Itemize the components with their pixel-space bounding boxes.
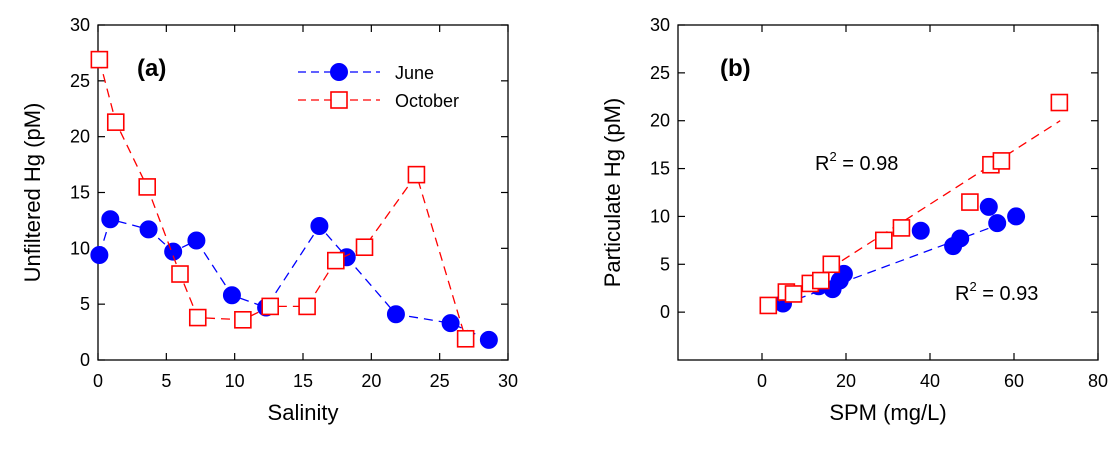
panel-a-point-october [139, 179, 155, 195]
panel-b-y-tick-label: 15 [650, 159, 670, 179]
panel-a-legend: June October [298, 63, 459, 111]
panel-a-x-tick-label: 15 [293, 371, 313, 391]
panel-a-x-tick-label: 0 [93, 371, 103, 391]
panel-a-y-tick-label: 25 [70, 71, 90, 91]
panel-b-point-june [952, 230, 969, 247]
panel-a-y-tick-label: 5 [80, 294, 90, 314]
panel-a-point-june [387, 306, 404, 323]
panel-a-y-tick-label: 30 [70, 15, 90, 35]
legend-june-label: June [395, 63, 434, 83]
panel-a-y-axis-label: Unfiltered Hg (pM) [20, 103, 45, 283]
legend-october-label: October [395, 91, 459, 111]
panel-a-point-june [188, 232, 205, 249]
panel-a-y-tick-label: 10 [70, 238, 90, 258]
panel-b-series [760, 95, 1067, 314]
panel-a-label: (a) [137, 55, 166, 82]
panel-b-x-axis-label: SPM (mg/L) [829, 400, 946, 425]
panel-a-point-october [408, 167, 424, 183]
panel-b-y-tick-label: 20 [650, 111, 670, 131]
panel-a-point-june [442, 315, 459, 332]
panel-a-point-october [108, 114, 124, 130]
panel-b-y-tick-label: 25 [650, 63, 670, 83]
panel-a-point-october [299, 298, 315, 314]
panel-a-point-june [311, 218, 328, 235]
panel-b-y-tick-label: 0 [660, 302, 670, 322]
panel-a-point-june [140, 221, 157, 238]
panel-a-point-october [172, 266, 188, 282]
panel-a-point-june [91, 247, 108, 264]
panel-a-y-tick-label: 20 [70, 127, 90, 147]
panel-b-x-tick-label: 40 [920, 371, 940, 391]
panel-a-point-june [102, 211, 119, 228]
panel-b-point-october [813, 273, 829, 289]
panel-b-point-october [760, 297, 776, 313]
panel-b-point-june [980, 198, 997, 215]
panel-a-point-october [262, 298, 278, 314]
panel-a-x-tick-label: 20 [361, 371, 381, 391]
panel-a-y-tick-label: 15 [70, 183, 90, 203]
r2-june-annotation: R2 = 0.93 [955, 279, 1038, 305]
panel-a-point-october [190, 310, 206, 326]
panel-b-x-tick-label: 20 [836, 371, 856, 391]
panel-b-y-tick-label: 30 [650, 15, 670, 35]
panel-a-point-june [480, 331, 497, 348]
panel-b-y-tick-label: 5 [660, 254, 670, 274]
panel-b-point-october [993, 153, 1009, 169]
panel-b-point-october [893, 220, 909, 236]
panel-b-x-tick-label: 80 [1088, 371, 1108, 391]
panel-a-x-tick-label: 5 [161, 371, 171, 391]
panel-b-y-tick-label: 10 [650, 206, 670, 226]
legend-october-marker [331, 92, 347, 108]
panel-b-point-october [876, 232, 892, 248]
panel-a-x-tick-label: 25 [430, 371, 450, 391]
panel-a-point-october [458, 331, 474, 347]
panel-a-unfiltered-hg-vs-salinity: 0 5 10 15 20 25 30 0 5 10 15 20 25 30 (a) Salinity Un… [20, 15, 518, 425]
panel-b-x-tick-label: 0 [757, 371, 767, 391]
panel-a-point-october [235, 312, 251, 328]
panel-b-particulate-hg-vs-spm: 0 20 40 60 80 0 5 10 15 20 25 30 (b) SPM (mg/L) Par… [600, 15, 1108, 425]
panel-a-point-june [223, 287, 240, 304]
panel-a-point-october [91, 52, 107, 68]
panel-b-point-october [786, 286, 802, 302]
panel-b-x-tick-label: 60 [1004, 371, 1024, 391]
panel-b-point-june [1008, 208, 1025, 225]
panel-a-series-line-june [99, 219, 489, 340]
legend-june-marker [331, 64, 348, 81]
panel-a-x-axis-label: Salinity [268, 400, 339, 425]
panel-b-point-october [1051, 95, 1067, 111]
panel-a-point-october [357, 239, 373, 255]
panel-b-ticks: 0 20 40 60 80 0 5 10 15 20 25 30 [650, 15, 1108, 391]
panel-a-point-october [328, 253, 344, 269]
r2-october-annotation: R2 = 0.98 [815, 149, 898, 175]
panel-b-point-october [962, 194, 978, 210]
panel-b-point-june [989, 215, 1006, 232]
panel-a-x-tick-label: 10 [225, 371, 245, 391]
panel-a-x-tick-label: 30 [498, 371, 518, 391]
panel-b-point-october [823, 256, 839, 272]
panel-b-point-june [912, 222, 929, 239]
panel-b-y-axis-label: Particulate Hg (pM) [600, 98, 625, 288]
panel-b-label: (b) [720, 55, 751, 82]
panel-a-y-tick-label: 0 [80, 350, 90, 370]
